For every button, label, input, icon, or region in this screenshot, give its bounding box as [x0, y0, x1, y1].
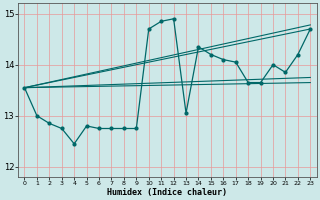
X-axis label: Humidex (Indice chaleur): Humidex (Indice chaleur): [108, 188, 228, 197]
